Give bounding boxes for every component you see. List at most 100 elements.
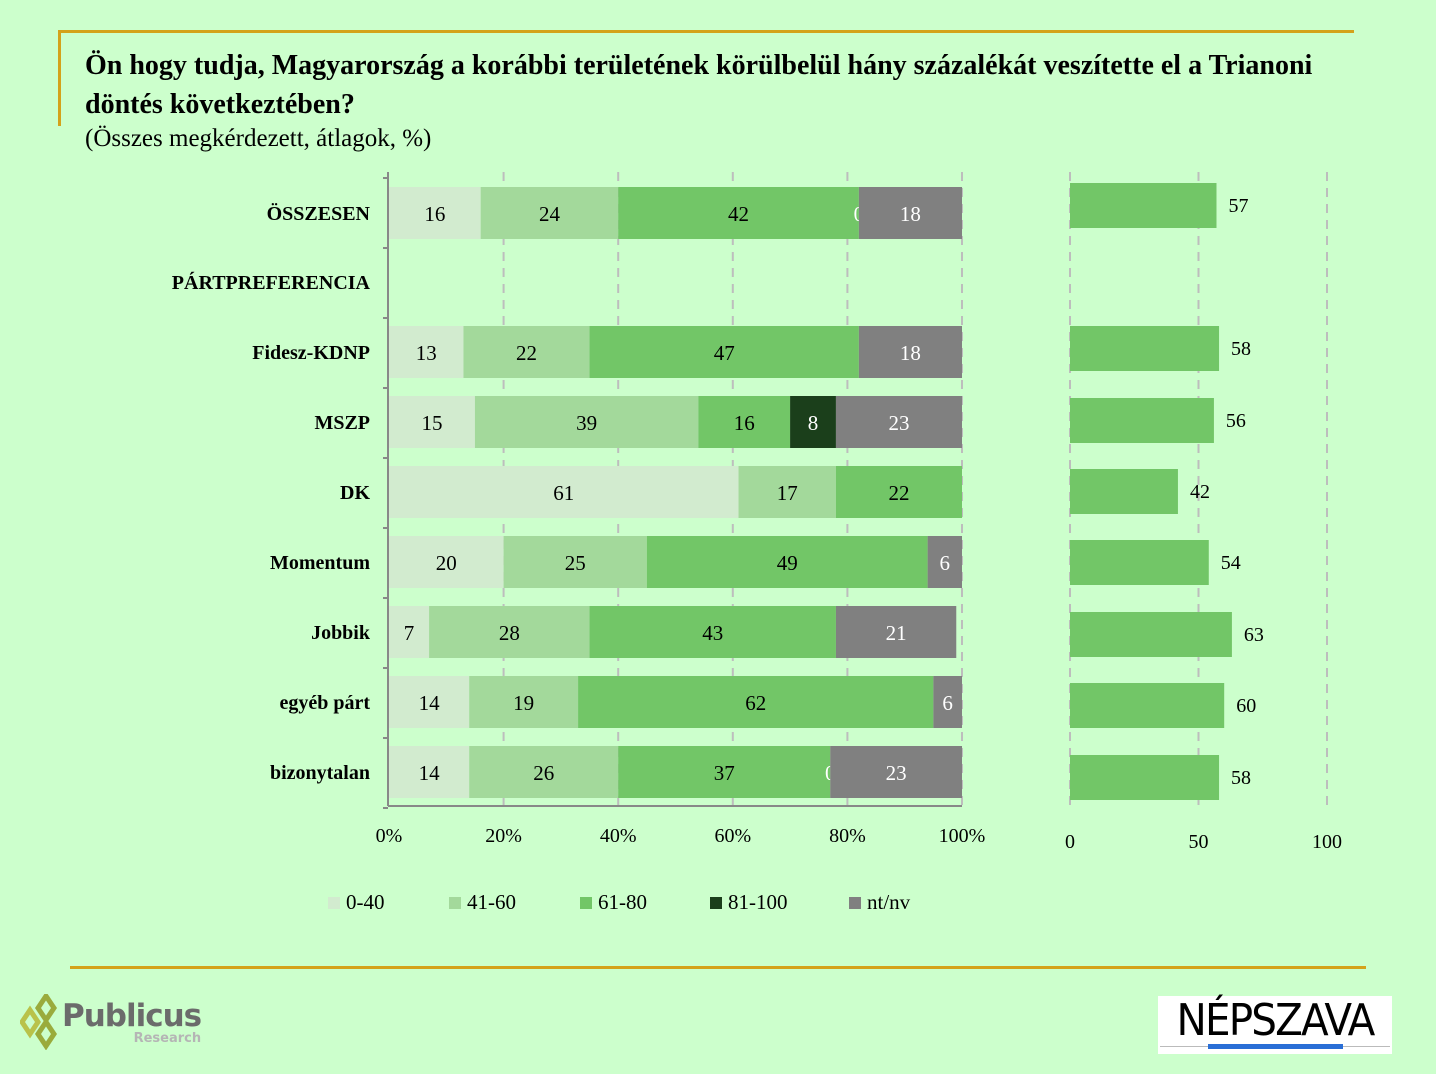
data-label: 49 [777,551,798,575]
x-tick-label: 40% [600,825,637,847]
x-tick-label: 60% [714,825,751,847]
bar-segment-0-40 [389,466,739,518]
bar-segment-61-80 [698,396,791,448]
bar-segment-nt/nv [835,606,957,658]
legend-label: 41-60 [467,890,516,914]
bar-segment-41-60 [463,326,590,378]
data-label: 28 [499,621,520,645]
data-label: 39 [576,411,597,435]
bar-segment-nt/nv [927,536,962,588]
data-label: 24 [539,202,561,226]
x-tick-label: 100% [939,825,986,847]
bar-segment-41-60 [480,187,619,239]
legend-swatch [328,896,340,909]
data-label: 17 [777,481,798,505]
data-label: 19 [513,691,534,715]
bar-segment-0-40 [389,536,504,588]
data-label: 25 [565,551,586,575]
category-label: MSZP [314,412,370,434]
data-label: 14 [419,691,441,715]
bar-segment-nt/nv [835,396,962,448]
publicus-name: Publicus [62,997,202,1034]
legend-item: 0-40 [328,890,385,915]
chart-subtitle: (Összes megkérdezett, átlagok, %) [85,125,432,152]
bar-segment-nt/nv [933,676,962,728]
bar-segment-41-60 [503,536,647,588]
mean-bar [1070,326,1220,371]
bar-segment-nt/nv [858,326,962,378]
mean-label: 54 [1221,552,1241,574]
mean-label: 42 [1190,481,1210,503]
bar-segment-nt/nv [858,187,962,239]
mean-label: 56 [1226,410,1246,432]
publicus-diamond-icon [20,994,58,1050]
x-tick-label: 0 [1065,831,1075,853]
data-label: 21 [886,621,907,645]
mean-label: 58 [1231,338,1251,360]
data-label: 43 [702,621,723,645]
category-label: DK [340,482,370,504]
bar-segment-0-40 [389,187,481,239]
category-label: PÁRTPREFERENCIA [172,271,371,294]
publicus-logo: Publicus Research [20,994,202,1050]
x-tick-label: 80% [829,825,866,847]
category-label: Fidesz-KDNP [252,342,370,364]
bar-segment-41-60 [469,746,619,798]
data-label: 14 [419,761,441,785]
data-label: 62 [745,691,766,715]
data-label: 6 [940,551,951,575]
frame-left-line [58,30,61,126]
category-label: ÖSSZESEN [267,202,371,225]
bar-segment-41-60 [469,676,579,728]
bar-segment-61-80 [578,676,934,728]
mean-bar [1070,540,1209,585]
legend-swatch [449,896,461,909]
legend-swatch [849,896,861,909]
x-tick-label: 0% [376,825,403,847]
bar-segment-61-80 [589,606,836,658]
bar-segment-41-60 [429,606,590,658]
bar-segment-61-80 [618,187,859,239]
data-label: 8 [808,411,819,435]
data-label: 16 [424,202,445,226]
bar-segment-61-80 [618,746,831,798]
legend-swatch [580,896,592,909]
data-label: 61 [553,481,574,505]
mean-bar [1070,469,1178,514]
mean-bar [1070,612,1232,657]
category-label: Jobbik [311,622,371,644]
frame-bottom-line [70,966,1366,969]
data-label: 23 [886,761,907,785]
mean-bar [1070,683,1225,728]
data-label: 47 [714,341,735,365]
x-tick-label: 20% [485,825,522,847]
bar-segment-nt/nv [830,746,962,798]
legend-item: 81-100 [710,890,788,915]
mean-bar [1070,183,1217,228]
data-label: 42 [728,202,749,226]
bar-segment-0-40 [389,326,464,378]
data-label: 26 [533,761,554,785]
bar-segment-61-80 [835,466,962,518]
data-label: 23 [888,411,909,435]
bar-segment-0-40 [389,676,470,728]
bar-segment-0-40 [389,396,475,448]
legend-label: 0-40 [346,890,385,914]
data-label: 37 [714,761,735,785]
x-tick-label: 50 [1189,831,1209,853]
data-label: 22 [888,481,909,505]
legend-label: nt/nv [867,890,911,914]
mean-label: 57 [1228,195,1248,217]
data-label: 7 [404,621,415,645]
nepszava-name: NÉPSZAVA [1176,995,1376,1046]
bar-segment-0-40 [389,606,430,658]
x-tick-label: 100 [1312,831,1342,853]
chart-title: Ön hogy tudja, Magyarország a korábbi te… [85,50,1313,120]
bar-segment-41-60 [738,466,836,518]
data-label: 22 [516,341,537,365]
data-label: 6 [942,691,953,715]
data-label: 13 [416,341,437,365]
legend-swatch [710,896,722,909]
bar-segment-0-40 [389,746,470,798]
